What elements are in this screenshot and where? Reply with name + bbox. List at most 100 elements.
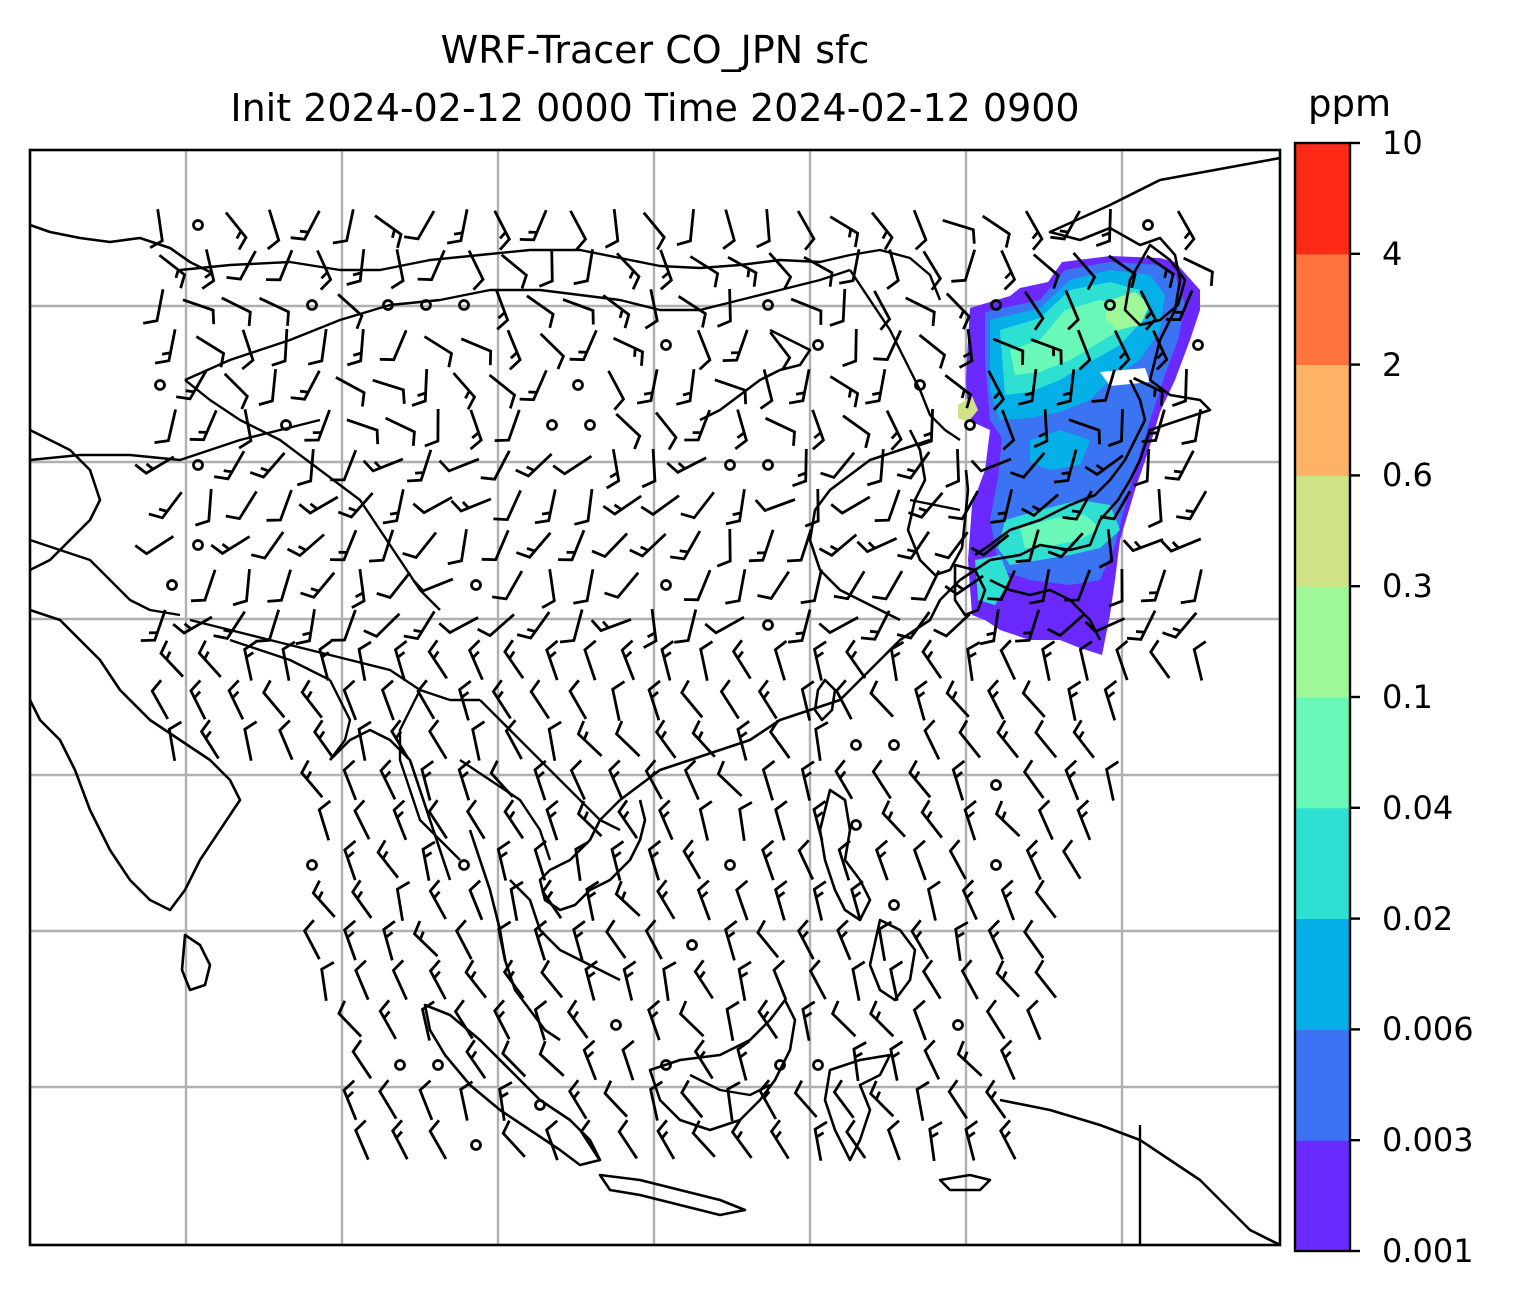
wind-barb bbox=[994, 800, 1021, 838]
wind-barb bbox=[342, 759, 358, 801]
wind-barb bbox=[330, 449, 358, 482]
wind-barb bbox=[999, 1119, 1017, 1160]
wind-barb bbox=[258, 296, 290, 326]
wind-barb bbox=[519, 369, 548, 402]
wind-barb bbox=[642, 211, 666, 251]
wind-barb bbox=[278, 719, 294, 761]
wind-barb bbox=[658, 799, 674, 841]
wind-barb bbox=[1068, 418, 1101, 445]
wind-barb bbox=[674, 609, 698, 644]
wind-barb bbox=[834, 759, 854, 800]
wind-barb bbox=[676, 368, 696, 406]
border-india-pakistan bbox=[30, 538, 181, 617]
wind-barb bbox=[357, 720, 372, 761]
wind-barb bbox=[342, 919, 357, 961]
wind-barb bbox=[748, 529, 775, 563]
wind-barb bbox=[460, 337, 493, 366]
wind-barb bbox=[533, 839, 547, 881]
wind-barb bbox=[1015, 529, 1040, 564]
wind-barb bbox=[1126, 609, 1157, 641]
calm-wind-marker bbox=[812, 1059, 824, 1071]
wind-barb bbox=[172, 615, 213, 635]
wind-barb bbox=[877, 920, 893, 962]
wind-barb bbox=[833, 570, 866, 601]
wind-barb bbox=[730, 1119, 753, 1159]
wind-barb bbox=[552, 455, 593, 476]
wind-barb bbox=[382, 920, 396, 961]
wind-barb bbox=[199, 719, 220, 760]
wind-barb bbox=[488, 373, 517, 409]
chart-subtitle: Init 2024-02-12 0000 Time 2024-02-12 090… bbox=[230, 86, 1080, 130]
wind-barb bbox=[987, 370, 1006, 411]
tracer-honshu-high bbox=[1020, 515, 1100, 548]
wind-barb bbox=[829, 288, 847, 327]
wind-barb bbox=[874, 839, 889, 881]
wind-barb bbox=[945, 680, 970, 718]
wind-barb bbox=[604, 208, 620, 249]
wind-barb bbox=[266, 489, 293, 522]
wind-barb bbox=[476, 613, 515, 638]
calm-wind-marker bbox=[774, 1059, 786, 1071]
wind-barb bbox=[418, 1079, 434, 1121]
wind-barb bbox=[1098, 528, 1114, 569]
wind-barb bbox=[403, 210, 436, 241]
calm-wind-marker bbox=[306, 299, 318, 311]
wind-barb bbox=[545, 799, 559, 841]
wind-barb bbox=[1132, 376, 1164, 407]
wind-barb bbox=[602, 294, 631, 329]
wind-barb bbox=[960, 959, 979, 1000]
wind-barb bbox=[999, 639, 1017, 681]
calm-wind-marker bbox=[610, 1019, 622, 1031]
wind-barb bbox=[382, 489, 405, 525]
colorbar-tick-label: 2 bbox=[1382, 345, 1403, 384]
wind-barb bbox=[602, 494, 642, 516]
calm-wind-marker bbox=[888, 739, 900, 751]
wind-barb bbox=[870, 211, 894, 251]
wind-barb bbox=[787, 609, 812, 644]
border-china-west bbox=[184, 379, 441, 611]
wind-barb bbox=[948, 839, 967, 880]
wind-barb bbox=[920, 799, 943, 839]
wind-barb bbox=[1176, 210, 1196, 251]
wind-barb bbox=[342, 679, 358, 721]
wind-barb bbox=[354, 959, 370, 1001]
wind-barb bbox=[874, 489, 901, 522]
wind-barb bbox=[1034, 959, 1058, 999]
wind-barb bbox=[644, 289, 659, 330]
border-thailand-cambodia bbox=[459, 759, 552, 861]
calm-wind-marker bbox=[762, 459, 774, 471]
wind-barb bbox=[255, 609, 281, 643]
wind-barb bbox=[1033, 408, 1049, 449]
wind-barb bbox=[716, 288, 732, 328]
wind-barb bbox=[501, 1119, 526, 1158]
wind-barb bbox=[337, 492, 374, 519]
wind-barb bbox=[644, 919, 663, 960]
wind-barb bbox=[210, 535, 251, 556]
wind-barb bbox=[428, 1119, 448, 1160]
wind-barb bbox=[189, 409, 218, 442]
wind-barb bbox=[1020, 493, 1060, 518]
wind-barb bbox=[420, 1000, 435, 1041]
tracer-coast-high bbox=[958, 396, 978, 422]
calm-wind-marker bbox=[914, 379, 926, 391]
wind-barb bbox=[684, 409, 712, 442]
wind-barb bbox=[194, 488, 213, 527]
wind-barb bbox=[357, 640, 372, 681]
wind-barb bbox=[714, 378, 747, 405]
wind-barb bbox=[533, 919, 548, 961]
wind-barb bbox=[447, 528, 468, 566]
wind-barb bbox=[873, 329, 902, 361]
wind-barb bbox=[659, 249, 674, 291]
wind-barb bbox=[834, 679, 853, 720]
wind-barb bbox=[756, 208, 771, 249]
wind-barb bbox=[727, 255, 758, 287]
wind-barb bbox=[346, 248, 366, 286]
wind-barb bbox=[850, 880, 864, 921]
wind-barb bbox=[213, 450, 246, 481]
wind-barb bbox=[722, 329, 749, 362]
wind-barb bbox=[395, 880, 411, 922]
wind-barb bbox=[195, 335, 226, 368]
wind-barb bbox=[320, 961, 335, 1002]
wind-barb bbox=[987, 679, 1005, 720]
wind-barb bbox=[1041, 640, 1056, 681]
